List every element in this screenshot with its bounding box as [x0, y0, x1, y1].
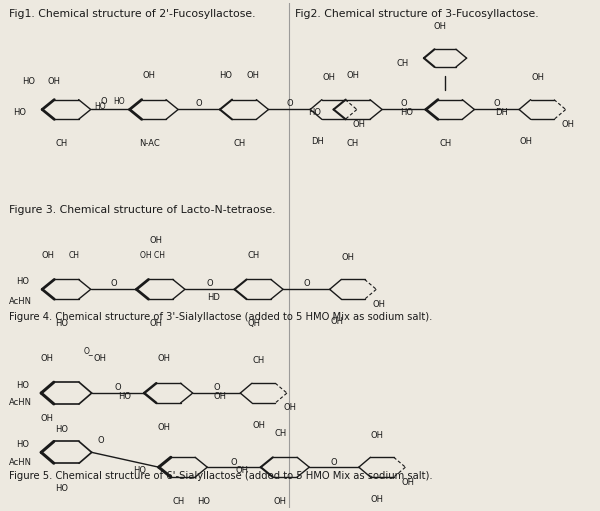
- Text: AcHN: AcHN: [8, 399, 31, 407]
- Text: HO: HO: [55, 425, 68, 434]
- Text: O_: O_: [84, 346, 94, 356]
- Text: OH: OH: [373, 299, 385, 309]
- Text: CH: CH: [347, 139, 359, 148]
- Text: OH: OH: [353, 120, 366, 129]
- Text: HO: HO: [197, 497, 211, 506]
- Text: CH: CH: [68, 251, 79, 260]
- Text: HO: HO: [55, 319, 68, 328]
- Text: OH CH: OH CH: [140, 251, 166, 260]
- Text: HO: HO: [17, 277, 29, 286]
- Text: OH: OH: [330, 317, 343, 326]
- Text: OH: OH: [401, 477, 415, 486]
- Text: HO: HO: [308, 108, 321, 117]
- Text: DH: DH: [496, 108, 508, 117]
- Text: OH: OH: [42, 251, 55, 260]
- Text: OH: OH: [531, 73, 544, 82]
- Text: HO: HO: [95, 102, 106, 111]
- Text: CH: CH: [55, 139, 68, 148]
- Text: CH: CH: [172, 497, 184, 506]
- Text: HO: HO: [22, 77, 35, 86]
- Text: Fig2. Chemical structure of 3-Fucosyllactose.: Fig2. Chemical structure of 3-Fucosyllac…: [295, 9, 538, 19]
- Text: Figure 4. Chemical structure of 3'-Sialyllactose (added to 5 HMO Mix as sodium s: Figure 4. Chemical structure of 3'-Sialy…: [9, 312, 433, 322]
- Text: OH: OH: [341, 252, 355, 262]
- Text: QH: QH: [247, 319, 260, 328]
- Text: OH: OH: [157, 423, 170, 432]
- Text: HO: HO: [55, 484, 68, 493]
- Text: OH: OH: [41, 414, 53, 423]
- Text: O: O: [331, 458, 337, 467]
- Text: O: O: [230, 458, 238, 467]
- Text: OH: OH: [94, 355, 107, 363]
- Text: OH: OH: [562, 120, 575, 129]
- Text: HO: HO: [133, 466, 146, 475]
- Text: OH: OH: [252, 421, 265, 430]
- Text: HD: HD: [207, 293, 220, 301]
- Text: OH: OH: [47, 77, 60, 86]
- Text: AcHN: AcHN: [8, 297, 31, 306]
- Text: O: O: [196, 99, 202, 108]
- Text: CH: CH: [253, 356, 265, 365]
- Text: OH: OH: [371, 430, 384, 439]
- Text: HO: HO: [17, 440, 29, 449]
- Text: O: O: [101, 97, 107, 106]
- Text: OH: OH: [371, 495, 384, 504]
- Text: HO: HO: [13, 108, 26, 117]
- Text: HO: HO: [119, 391, 131, 401]
- Text: O: O: [97, 436, 104, 445]
- Text: OH: OH: [434, 22, 447, 32]
- Text: CH: CH: [439, 139, 451, 148]
- Text: O: O: [110, 279, 117, 288]
- Text: N-AC: N-AC: [139, 139, 160, 148]
- Text: OH: OH: [157, 355, 170, 363]
- Text: AcHN: AcHN: [8, 458, 31, 467]
- Text: O: O: [115, 383, 121, 391]
- Text: O: O: [401, 99, 407, 108]
- Text: OH: OH: [322, 73, 335, 82]
- Text: HO: HO: [113, 97, 125, 106]
- Text: O: O: [493, 99, 500, 108]
- Text: OH: OH: [274, 497, 287, 506]
- Text: CH: CH: [248, 251, 260, 260]
- Text: Figure 5. Chemical structure of 6'-Sialyllactose (added to 5 HMO Mix as sodium s: Figure 5. Chemical structure of 6'-Sialy…: [9, 471, 433, 481]
- Text: CH: CH: [274, 429, 286, 437]
- Text: HO: HO: [400, 108, 413, 117]
- Text: Fig1. Chemical structure of 2'-Fucosyllactose.: Fig1. Chemical structure of 2'-Fucosylla…: [9, 9, 256, 19]
- Text: DH: DH: [311, 137, 324, 146]
- Text: CH: CH: [233, 139, 245, 148]
- Text: OH: OH: [214, 391, 227, 401]
- Text: O: O: [213, 383, 220, 391]
- Text: OH: OH: [246, 71, 259, 80]
- Text: HO: HO: [17, 381, 29, 390]
- Text: OH: OH: [149, 236, 163, 245]
- Text: OH: OH: [520, 137, 533, 146]
- Text: Figure 3. Chemical structure of Lacto-N-tetraose.: Figure 3. Chemical structure of Lacto-N-…: [9, 205, 275, 215]
- Text: O: O: [206, 279, 213, 288]
- Text: OH: OH: [283, 403, 296, 412]
- Text: O: O: [286, 99, 293, 108]
- Text: OH: OH: [235, 466, 248, 475]
- Text: OH: OH: [149, 319, 163, 328]
- Text: CH: CH: [396, 59, 409, 67]
- Text: OH: OH: [346, 71, 359, 80]
- Text: OH: OH: [143, 71, 155, 80]
- Text: HO: HO: [220, 71, 233, 80]
- Text: OH: OH: [41, 355, 53, 363]
- Text: O: O: [303, 279, 310, 288]
